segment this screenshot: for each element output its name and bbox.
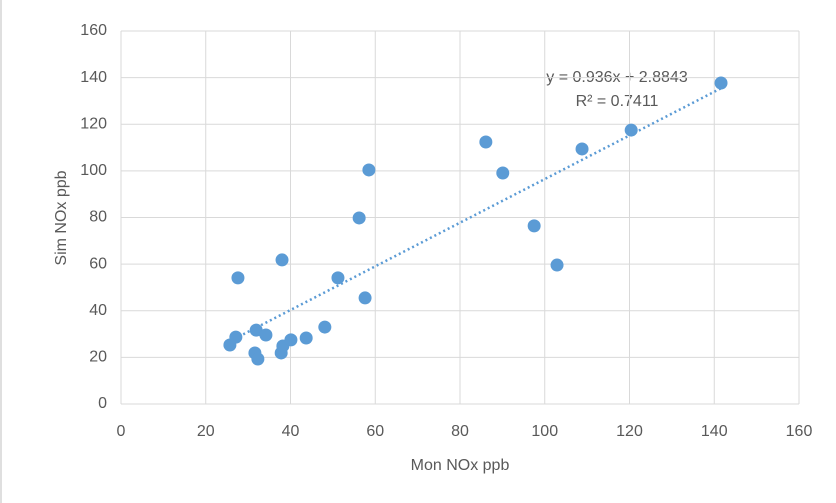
point	[259, 328, 273, 342]
y-tick-label: 160	[80, 22, 107, 39]
y-tick-label: 60	[89, 255, 107, 272]
point	[318, 320, 332, 334]
point	[575, 142, 589, 156]
y-axis-title: Sim NOx ppb	[53, 170, 70, 265]
point	[358, 291, 372, 305]
point	[229, 330, 243, 344]
x-tick-label: 40	[282, 423, 300, 440]
y-tick-label: 40	[89, 302, 107, 319]
point	[624, 123, 638, 137]
y-tick-label: 80	[89, 209, 107, 226]
x-tick-label: 20	[197, 423, 215, 440]
point	[331, 271, 345, 285]
trendline	[229, 87, 722, 343]
point	[714, 76, 728, 90]
point	[275, 253, 289, 267]
y-tick-label: 140	[80, 69, 107, 86]
y-tick-label: 0	[98, 395, 107, 412]
trendline-r2: R² = 0.7411	[576, 93, 659, 110]
point	[479, 135, 493, 149]
x-tick-label: 0	[117, 423, 126, 440]
point	[251, 352, 265, 366]
point	[352, 211, 366, 225]
x-tick-label: 120	[616, 423, 643, 440]
point	[284, 333, 298, 347]
x-axis-title: Mon NOx ppb	[411, 457, 510, 474]
point	[496, 166, 510, 180]
point	[527, 219, 541, 233]
x-tick-label: 160	[786, 423, 813, 440]
x-tick-label: 60	[366, 423, 384, 440]
point	[299, 331, 313, 345]
y-tick-label: 20	[89, 349, 107, 366]
point	[550, 258, 564, 272]
y-tick-label: 120	[80, 115, 107, 132]
x-tick-label: 100	[531, 423, 558, 440]
x-tick-label: 80	[451, 423, 469, 440]
y-tick-label: 100	[80, 162, 107, 179]
x-tick-label: 140	[701, 423, 728, 440]
point	[231, 271, 245, 285]
point	[249, 323, 263, 337]
point	[362, 163, 376, 177]
